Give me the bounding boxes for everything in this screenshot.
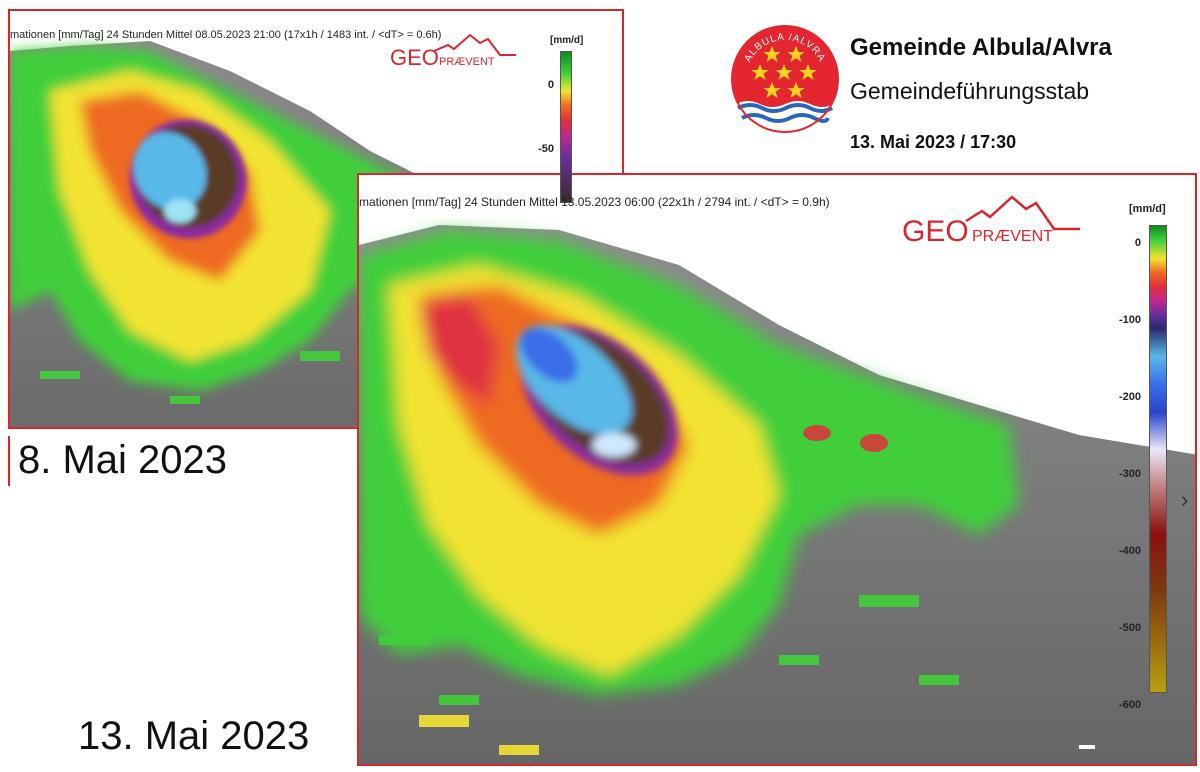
deformation-map-may-13 — [359, 225, 1195, 764]
scale-tick: -200 — [1118, 391, 1141, 403]
scale-tick: 0 — [1134, 237, 1141, 249]
color-scale-may-8: [mm/d] 0 -50 — [530, 35, 620, 205]
color-scale-may-13: [mm/d] 0 -100 -200 -300 -400 -500 -600 — [1099, 201, 1195, 711]
mountain-outline-icon — [965, 195, 1080, 231]
scale-bar — [560, 51, 572, 203]
municipality-crest: ALBULA /ALVRA — [730, 24, 840, 134]
scale-tick: -50 — [538, 143, 554, 155]
date-label-may-13: 13. Mai 2023 — [78, 714, 310, 758]
geopraevent-logo: GEO PRÆVENT — [390, 33, 520, 78]
scale-tick: 0 — [547, 79, 554, 91]
geopraevent-logo: GEO PRÆVENT — [902, 195, 1082, 252]
logo-geo-text: GEO — [390, 45, 439, 70]
chevron-right-icon[interactable]: › — [1181, 487, 1189, 512]
scale-tick: -400 — [1118, 545, 1141, 557]
scale-tick: -500 — [1118, 622, 1141, 634]
scale-tick: -100 — [1118, 314, 1141, 326]
municipality-name: Gemeinde Albula/Alvra — [850, 34, 1112, 61]
scale-marker — [1079, 745, 1095, 749]
star-icons — [751, 46, 817, 98]
panel-header-text: mationen [mm/Tag] 24 Stunden Mittel 08.0… — [10, 29, 442, 41]
scale-bar — [1149, 225, 1167, 693]
scale-unit: [mm/d] — [1129, 203, 1166, 215]
panel-header-text: mationen [mm/Tag] 24 Stunden Mittel 13.0… — [359, 195, 830, 209]
logo-praevent-text: PRÆVENT — [439, 56, 495, 68]
municipality-subtitle: Gemeindeführungsstab — [850, 78, 1090, 104]
scale-tick: -300 — [1118, 468, 1141, 480]
scale-unit: [mm/d] — [550, 35, 584, 46]
panel-may-13: mationen [mm/Tag] 24 Stunden Mittel 13.0… — [357, 173, 1197, 766]
logo-praevent-text: PRÆVENT — [972, 228, 1053, 245]
logo-geo-text: GEO — [902, 215, 969, 247]
mountain-outline-icon — [433, 33, 516, 56]
date-label-may-8: 8. Mai 2023 — [8, 436, 234, 486]
report-datetime: 13. Mai 2023 / 17:30 — [850, 132, 1017, 152]
scale-tick: -600 — [1118, 699, 1141, 711]
